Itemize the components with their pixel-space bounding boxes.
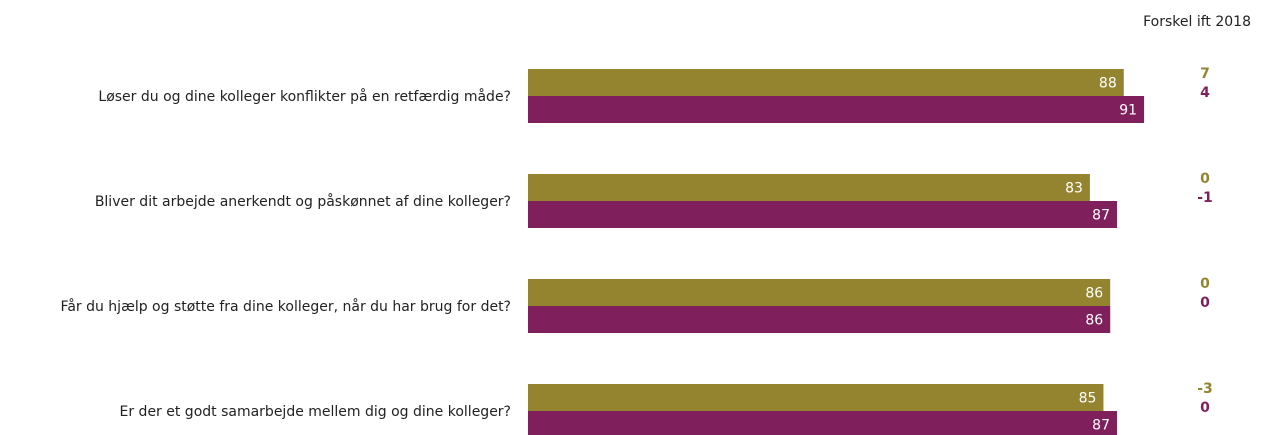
bar-value-label: 86 <box>1085 286 1103 302</box>
bar <box>528 279 1111 306</box>
bar <box>528 174 1090 201</box>
bar-group: Får du hjælp og støtte fra dine kolleger… <box>61 276 1210 333</box>
bar <box>528 201 1117 228</box>
difference-column-title: Forskel ift 2018 <box>1143 14 1251 30</box>
difference-value: 7 <box>1200 66 1210 82</box>
difference-value: 0 <box>1200 400 1210 416</box>
bar-value-label: 87 <box>1092 418 1110 434</box>
bar-value-label: 87 <box>1092 208 1110 224</box>
bar <box>528 96 1145 123</box>
difference-value: -1 <box>1197 190 1213 206</box>
difference-value: 0 <box>1200 276 1210 292</box>
bar-group: Er der et godt samarbejde mellem dig og … <box>120 381 1213 435</box>
difference-value: 4 <box>1200 85 1210 101</box>
bar <box>528 69 1124 96</box>
bar <box>528 306 1111 333</box>
difference-value: 0 <box>1200 295 1210 311</box>
bar <box>528 384 1104 411</box>
bar-value-label: 85 <box>1079 391 1097 407</box>
bar-value-label: 88 <box>1099 76 1117 92</box>
bar <box>528 411 1117 435</box>
category-label: Får du hjælp og støtte fra dine kolleger… <box>61 298 511 315</box>
category-label: Er der et godt samarbejde mellem dig og … <box>120 404 512 420</box>
category-label: Løser du og dine kolleger konflikter på … <box>98 88 511 105</box>
difference-value: 0 <box>1200 171 1210 187</box>
bar-value-label: 83 <box>1065 181 1083 197</box>
difference-value: -3 <box>1197 381 1213 397</box>
bar-group: Løser du og dine kolleger konflikter på … <box>98 66 1210 123</box>
bar-value-label: 91 <box>1119 103 1137 119</box>
category-label: Bliver dit arbejde anerkendt og påskønne… <box>95 193 511 210</box>
bar-value-label: 86 <box>1085 313 1103 329</box>
bar-group: Bliver dit arbejde anerkendt og påskønne… <box>95 171 1213 228</box>
